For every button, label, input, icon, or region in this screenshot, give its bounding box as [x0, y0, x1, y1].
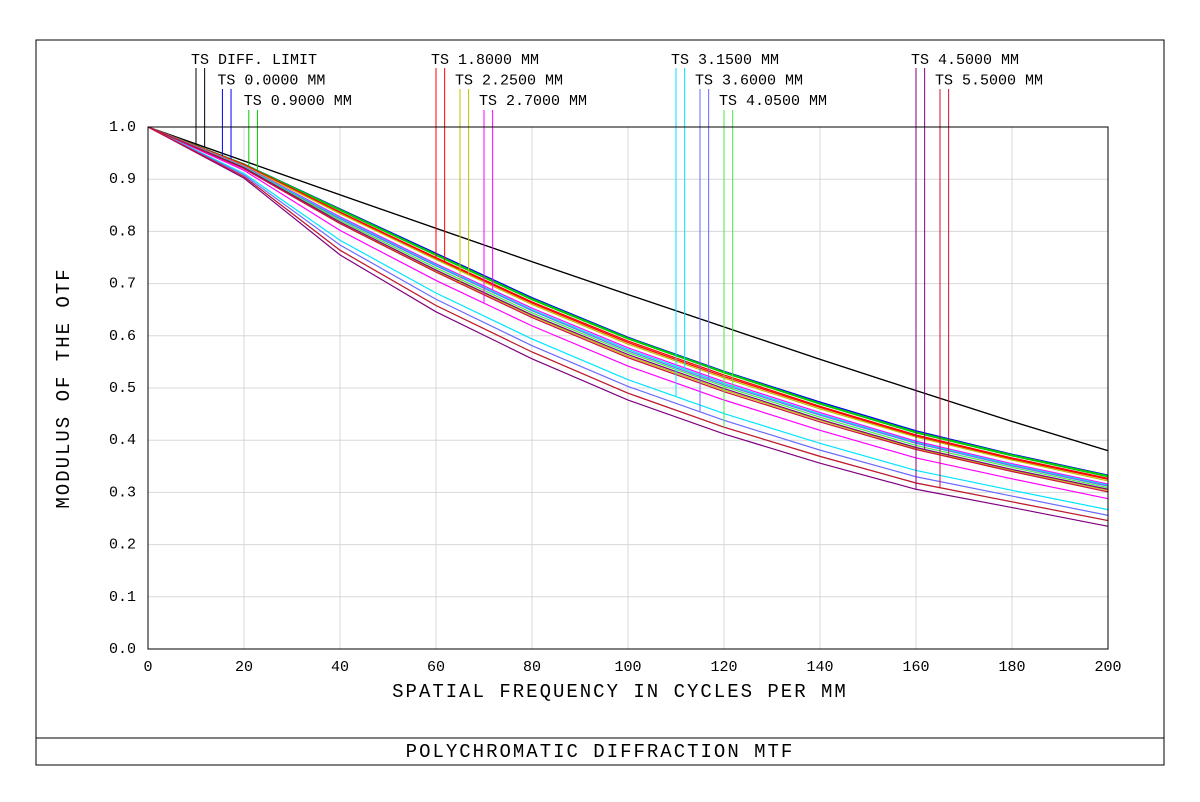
mtf-curve-sagittal [147, 126, 1109, 479]
y-tick-label: 0.8 [109, 223, 136, 240]
mtf-curve-sagittal [147, 126, 1109, 477]
y-tick-label: 0.5 [109, 380, 136, 397]
y-axis-label: MODULUS OF THE OTF [53, 267, 75, 508]
mtf-curve-sagittal [147, 126, 1109, 482]
x-tick-label: 0 [143, 659, 152, 676]
plot-border [147, 126, 1109, 650]
y-tick-label: 0.0 [109, 641, 136, 658]
legend-label: TS 2.7000 MM [479, 93, 587, 110]
legend-label: TS DIFF. LIMIT [191, 52, 317, 69]
x-tick-label: 180 [998, 659, 1025, 676]
legend-label: TS 0.0000 MM [217, 72, 325, 89]
y-tick-label: 0.1 [109, 589, 136, 606]
mtf-curve-tangential [147, 126, 1109, 527]
legend-label: TS 0.9000 MM [244, 93, 352, 110]
legend-label: TS 2.2500 MM [455, 72, 563, 89]
x-tick-label: 140 [806, 659, 833, 676]
mtf-curve-sagittal [147, 126, 1109, 487]
y-tick-label: 0.2 [109, 537, 136, 554]
grid: 0 20 40 60 80 100 120 140 160 180 200 0.0 0.1 0.2 0.3 0… [109, 119, 1122, 676]
mtf-curve-tangential [147, 126, 1109, 511]
y-tick-label: 1.0 [109, 119, 136, 136]
x-axis-label: SPATIAL FREQUENCY IN CYCLES PER MM [392, 681, 848, 703]
legend-label: TS 5.5000 MM [935, 72, 1043, 89]
mtf-curve-sagittal [147, 126, 1109, 485]
mtf-curve-sagittal [147, 126, 1109, 490]
mtf-curve-sagittal [147, 126, 1109, 493]
x-tick-label: 20 [235, 659, 253, 676]
y-tick-label: 0.4 [109, 432, 136, 449]
x-tick-label: 120 [710, 659, 737, 676]
x-tick-label: 100 [614, 659, 641, 676]
mtf-curve-tangential [147, 126, 1109, 478]
x-tick-label: 200 [1094, 659, 1121, 676]
mtf-curve-tangential [147, 126, 1109, 500]
outer-frame [35, 39, 1165, 766]
legend-label: TS 3.6000 MM [695, 72, 803, 89]
y-tick-label: 0.7 [109, 276, 136, 293]
x-tick-label: 60 [427, 659, 445, 676]
legend: TS DIFF. LIMIT TS 0.0000 MM TS 0.9000 MM TS… [191, 52, 1043, 490]
legend-label: TS 4.5000 MM [911, 52, 1019, 69]
chart-title: POLYCHROMATIC DIFFRACTION MTF [406, 741, 795, 763]
y-tick-label: 0.6 [109, 328, 136, 345]
mtf-curve-sagittal [147, 126, 1109, 486]
mtf-curve-tangential [147, 126, 1109, 522]
mtf-curve-sagittal [147, 126, 1109, 489]
y-tick-label: 0.3 [109, 484, 136, 501]
legend-label: TS 4.0500 MM [719, 93, 827, 110]
x-tick-label: 80 [523, 659, 541, 676]
y-tick-label: 0.9 [109, 171, 136, 188]
mtf-curve-tangential [147, 126, 1109, 516]
x-tick-label: 160 [902, 659, 929, 676]
legend-label: TS 3.1500 MM [671, 52, 779, 69]
curves [147, 126, 1109, 527]
x-tick-label: 40 [331, 659, 349, 676]
legend-label: TS 1.8000 MM [431, 52, 539, 69]
mtf-curve-sagittal [147, 126, 1109, 452]
